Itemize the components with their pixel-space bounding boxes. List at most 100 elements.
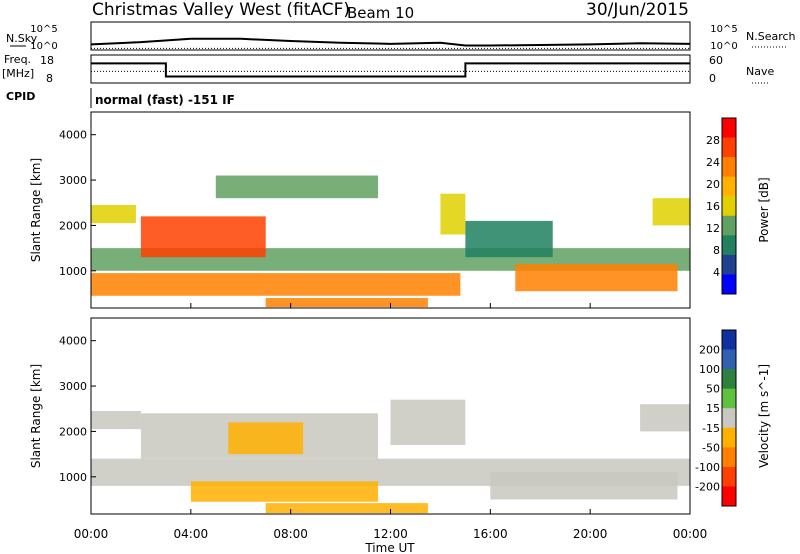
velocity-colorbar: 200 100 50 15 -15 -50 -100 -200	[695, 329, 737, 507]
station-title: Christmas Valley West (fitACF)	[92, 0, 350, 20]
velocity-region-5	[390, 399, 466, 446]
noise-tick-left-low: 10^0	[30, 41, 57, 52]
nave-tick-low: 0	[709, 72, 716, 85]
power-region-0	[91, 205, 136, 224]
freq-tick-high: 18	[40, 54, 54, 67]
nsky-label: N.Sky	[6, 32, 38, 45]
velocity-swatch	[722, 388, 736, 409]
velocity-colorbar-tick: -200	[695, 480, 720, 493]
velocity-colorbar-tick: 50	[706, 383, 720, 396]
power-colorbar-tick: 28	[706, 134, 720, 147]
velocity-panel: 1000 2000 3000 4000 Slant Range [km]	[29, 317, 691, 515]
power-swatch	[722, 176, 736, 197]
power-swatch	[722, 274, 736, 295]
power-region-8	[465, 220, 553, 258]
freq-unit-label: [MHz]	[2, 67, 34, 80]
power-panel: 1000 2000 3000 4000 Slant Range [km]	[29, 111, 691, 309]
beam-label: Beam 10	[347, 4, 414, 22]
velocity-y-axis-label: Slant Range [km]	[29, 364, 43, 468]
x-tick-label: 04:00	[174, 527, 209, 541]
velocity-region-7	[228, 422, 304, 455]
freq-frame	[90, 54, 691, 84]
power-colorbar-tick: 16	[706, 200, 720, 213]
power-colorbar-tick: 20	[706, 178, 720, 191]
velocity-colorbar-frame	[721, 329, 737, 507]
nsearch-label: N.Search	[746, 30, 796, 43]
velocity-swatch	[722, 349, 736, 370]
power-region-4	[265, 298, 428, 308]
velocity-ytick-label: 1000	[59, 471, 87, 484]
power-swatch	[722, 215, 736, 236]
power-swatch	[722, 137, 736, 158]
velocity-ytick-label: 2000	[59, 425, 87, 438]
velocity-swatch	[722, 486, 736, 507]
velocity-region-0	[91, 411, 141, 430]
nave-tick-high: 60	[709, 54, 723, 67]
velocity-colorbar-tick: 200	[699, 344, 720, 357]
power-colorbar-tick: 24	[706, 156, 720, 169]
velocity-colorbar-tick: 15	[706, 402, 720, 415]
velocity-swatch	[722, 330, 736, 351]
date-label: 30/Jun/2015	[586, 0, 689, 20]
freq-tick-low: 8	[46, 72, 53, 85]
freq-label: Freq.	[4, 53, 31, 66]
noise-frame	[90, 21, 691, 51]
noise-panel: N.Sky 10^5 10^0 10^5 10^0 N.Search	[6, 21, 796, 52]
power-colorbar-label: Power [dB]	[757, 177, 771, 242]
velocity-region-8	[640, 404, 690, 432]
power-y-axis-label: Slant Range [km]	[29, 158, 43, 262]
power-ytick-label: 1000	[59, 265, 87, 278]
velocity-region-4	[265, 503, 428, 514]
power-ytick-label: 4000	[59, 129, 87, 142]
velocity-swatch	[722, 408, 736, 429]
power-colorbar-tick: 12	[706, 222, 720, 235]
noise-tick-left-high: 10^5	[30, 24, 57, 35]
power-swatch	[722, 118, 736, 139]
velocity-swatch	[722, 369, 736, 390]
velocity-swatch	[722, 447, 736, 468]
power-swatch	[722, 254, 736, 275]
nave-label: Nave	[746, 65, 774, 78]
noise-series-0	[90, 37, 691, 47]
freq-panel: Freq. [MHz] 18 8 60 0 Nave	[2, 53, 774, 85]
x-tick-label: 00:00	[673, 527, 708, 541]
x-tick-label: 08:00	[273, 527, 308, 541]
x-tick-label: 16:00	[473, 527, 508, 541]
velocity-ytick-label: 3000	[59, 380, 87, 393]
velocity-swatch	[722, 427, 736, 448]
power-colorbar-frame	[721, 117, 737, 295]
x-tick-label: 12:00	[373, 527, 408, 541]
noise-tick-right-low: 10^0	[710, 41, 737, 52]
x-tick-label: 00:00	[74, 527, 109, 541]
power-region-9	[215, 175, 379, 199]
power-ytick-label: 2000	[59, 219, 87, 232]
cpid-label: CPID	[6, 90, 35, 103]
power-region-6	[515, 263, 678, 292]
velocity-colorbar-tick: -15	[702, 422, 720, 435]
power-region-3	[140, 216, 266, 258]
power-region-5	[440, 193, 466, 235]
cpid-text: normal (fast) -151 IF	[95, 93, 235, 107]
velocity-region-3	[190, 481, 379, 502]
velocity-region-6	[490, 472, 678, 500]
noise-tick-right-high: 10^5	[710, 24, 737, 35]
power-ytick-label: 3000	[59, 174, 87, 187]
power-colorbar-tick: 8	[713, 244, 720, 257]
power-swatch	[722, 235, 736, 256]
x-tick-label: 20:00	[573, 527, 608, 541]
velocity-colorbar-label: Velocity [m s^-1]	[757, 364, 771, 468]
power-colorbar-tick: 4	[713, 266, 720, 279]
velocity-ytick-label: 4000	[59, 335, 87, 348]
velocity-colorbar-tick: -100	[695, 461, 720, 474]
velocity-colorbar-tick: -50	[702, 441, 720, 454]
power-region-7	[652, 198, 690, 226]
freq-series	[91, 62, 690, 78]
power-swatch	[722, 157, 736, 178]
x-axis-label: Time UT	[364, 541, 415, 554]
velocity-swatch	[722, 466, 736, 487]
power-region-2	[91, 273, 461, 296]
power-colorbar: 28 24 20 16 12 8 4	[706, 117, 737, 295]
power-swatch	[722, 196, 736, 217]
velocity-colorbar-tick: 100	[699, 363, 720, 376]
